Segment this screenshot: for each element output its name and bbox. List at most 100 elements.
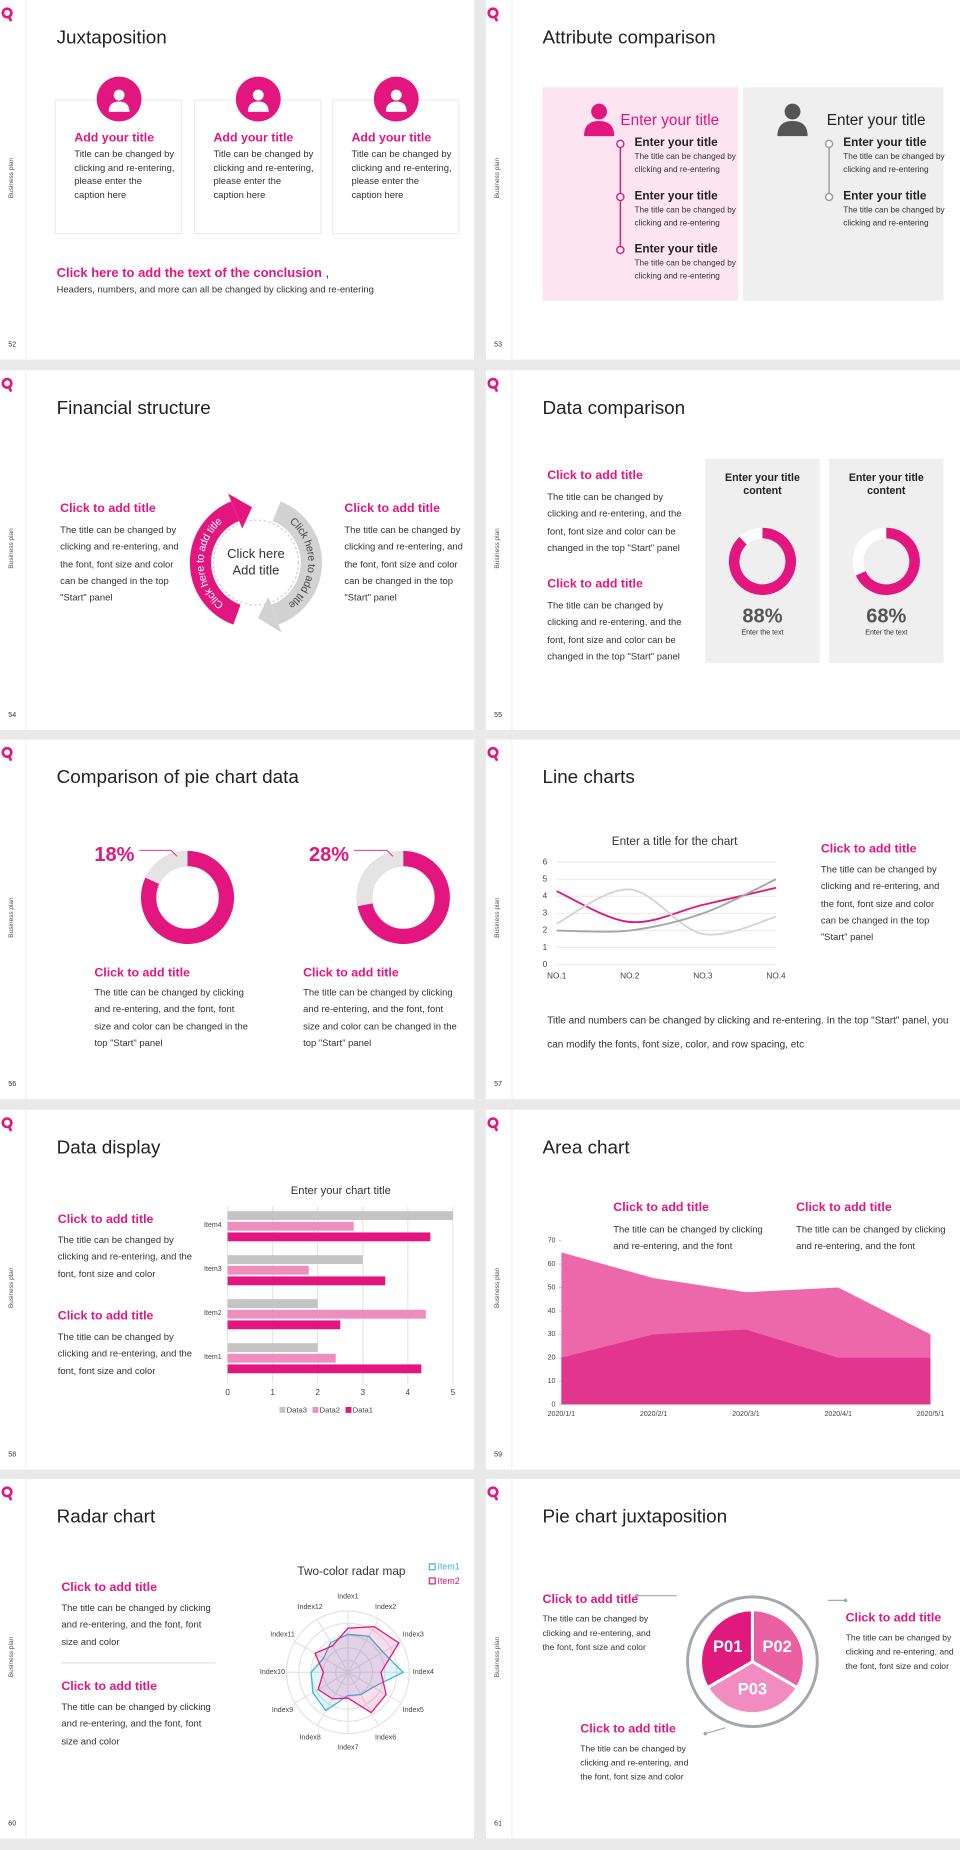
text: 55 bbox=[494, 712, 503, 720]
text: 60 bbox=[8, 1820, 17, 1829]
legend-swatch bbox=[428, 1563, 436, 1571]
text: Business plan bbox=[8, 1267, 16, 1309]
legend-label: Data1 bbox=[353, 1406, 373, 1415]
y-tick-label: 5 bbox=[543, 874, 548, 883]
chart-title: Enter your chart title bbox=[291, 1185, 391, 1197]
text: 88% bbox=[742, 605, 783, 628]
x-tick-label: 2020/4/1 bbox=[824, 1411, 852, 1418]
slide-title: Data display bbox=[56, 1138, 161, 1159]
icon-body bbox=[777, 121, 808, 137]
x-tick-label: 1 bbox=[270, 1388, 275, 1397]
slide: P01 P02 P03 Business plan 61 Pie chart juxtap… bbox=[485, 1478, 960, 1839]
logo bbox=[487, 1486, 499, 1498]
bar bbox=[227, 1320, 341, 1330]
text: The title can be changed by clicking and… bbox=[613, 1224, 763, 1252]
text: 54 bbox=[8, 712, 17, 720]
y-tick-label: 4 bbox=[543, 891, 548, 900]
icon-head bbox=[252, 89, 264, 101]
donut-arc bbox=[855, 527, 920, 595]
text: Click to add title bbox=[57, 1212, 154, 1227]
axis-label: Index2 bbox=[375, 1604, 396, 1611]
donut-arc bbox=[145, 850, 188, 885]
donut-arc bbox=[728, 527, 797, 595]
y-tick-label: 3 bbox=[543, 909, 548, 918]
text: Click to add title bbox=[94, 965, 190, 981]
arrow-head bbox=[228, 493, 253, 529]
axis-label: Index11 bbox=[270, 1631, 295, 1638]
timeline-dot bbox=[616, 245, 625, 255]
axis-label: Index4 bbox=[413, 1669, 434, 1676]
card bbox=[331, 99, 460, 235]
x-tick-label: 2020/1/1 bbox=[548, 1411, 576, 1418]
axis-label: Index7 bbox=[337, 1745, 358, 1752]
bar bbox=[227, 1232, 431, 1242]
text: Enter your title bbox=[843, 136, 927, 150]
text: The title can be changed by clicking and… bbox=[634, 259, 736, 281]
logo-tail bbox=[7, 15, 13, 22]
text: Enter your title content bbox=[848, 471, 924, 497]
logo bbox=[1, 7, 13, 19]
text: Click to add title bbox=[580, 1721, 676, 1737]
text: The title can be changed by clicking and… bbox=[94, 987, 249, 1049]
slide-title: Data comparison bbox=[542, 398, 686, 419]
logo-tail bbox=[493, 1494, 499, 1501]
line bbox=[556, 878, 777, 933]
slide-title: Comparison of pie chart data bbox=[56, 767, 299, 788]
slide-title: Financial structure bbox=[56, 398, 211, 419]
text: Enter your title content bbox=[724, 471, 800, 497]
bar bbox=[227, 1255, 363, 1265]
y-tick-label: 60 bbox=[548, 1261, 556, 1268]
chart-title: Enter a title for the chart bbox=[612, 835, 738, 848]
connector-dot bbox=[843, 1598, 848, 1603]
y-tick-label: Item2 bbox=[204, 1310, 222, 1317]
bar bbox=[227, 1299, 318, 1309]
logo bbox=[1, 377, 13, 389]
slide-graphics: Click here to add title Click here to add… bbox=[1, 370, 322, 731]
slide: Enter your chart title 0 1 2 3 4 5 Item1 Item2 It… bbox=[0, 1109, 475, 1470]
legend-label: Item2 bbox=[438, 1576, 460, 1586]
slide-graphics bbox=[487, 0, 944, 360]
slide-graphics bbox=[1, 0, 460, 360]
text: The title can be changed by clicking and… bbox=[843, 206, 945, 228]
text: The title can be changed by clicking and… bbox=[542, 1613, 651, 1653]
icon-body bbox=[108, 101, 130, 112]
bar bbox=[227, 1265, 309, 1275]
slide-graphics bbox=[1, 739, 450, 1100]
slide: Enter a title for the chart 0 1 2 3 4 5 6 NO.1 NO… bbox=[485, 739, 960, 1100]
text: Click to add title bbox=[796, 1200, 892, 1215]
legend-label: Item1 bbox=[438, 1562, 460, 1572]
text: Click to add title bbox=[61, 1580, 157, 1595]
axis-label: Index12 bbox=[298, 1604, 323, 1611]
text: The title can be changed by clicking and… bbox=[57, 1234, 193, 1280]
text: The title can be changed by clicking and… bbox=[57, 1331, 193, 1376]
legend-label: Data2 bbox=[320, 1406, 340, 1415]
text: Business plan bbox=[494, 157, 502, 199]
axis-label: Index10 bbox=[260, 1669, 285, 1676]
icon-body bbox=[247, 101, 269, 112]
connector-dot bbox=[703, 1731, 708, 1736]
line bbox=[556, 888, 777, 936]
arc-gray bbox=[270, 501, 322, 625]
text: The title can be changed by clicking and… bbox=[60, 524, 179, 603]
text: Business plan bbox=[8, 1636, 16, 1678]
card bbox=[54, 99, 183, 235]
logo-tail bbox=[7, 386, 13, 393]
card bbox=[194, 99, 322, 235]
timeline-dot bbox=[616, 192, 625, 202]
card bbox=[705, 458, 820, 663]
slide-title: Juxtaposition bbox=[56, 28, 167, 49]
slide-title: Radar chart bbox=[56, 1507, 156, 1528]
y-tick-label: 6 bbox=[543, 857, 548, 866]
axis-label: Index5 bbox=[403, 1707, 424, 1714]
segment-label: P02 bbox=[762, 1638, 791, 1656]
y-tick-label: Item4 bbox=[204, 1222, 222, 1229]
text: Business plan bbox=[494, 1636, 502, 1678]
y-tick-label: Item3 bbox=[204, 1266, 222, 1273]
radar-area bbox=[314, 1625, 400, 1714]
conclusion-line: Click here to add the text of the conclu… bbox=[57, 262, 329, 283]
x-tick-label: 2020/2/1 bbox=[640, 1411, 668, 1418]
slide: Business plan 56 Comparison of pie chart d… bbox=[0, 739, 475, 1100]
timeline-dot bbox=[824, 192, 834, 202]
panel bbox=[542, 87, 739, 301]
